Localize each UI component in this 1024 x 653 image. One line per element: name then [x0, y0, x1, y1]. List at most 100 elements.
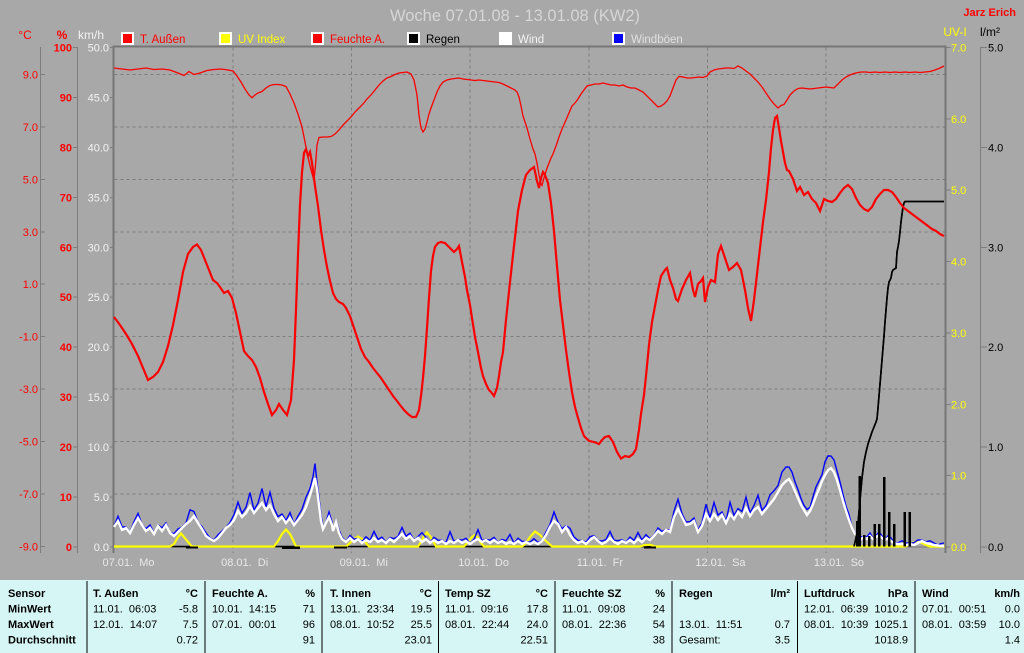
svg-text:11.01. 06:03: 11.01. 06:03	[93, 604, 156, 616]
svg-text:91: 91	[303, 635, 315, 647]
svg-text:MinWert: MinWert	[8, 604, 52, 616]
svg-text:38: 38	[653, 635, 665, 647]
svg-text:%: %	[655, 588, 665, 600]
svg-text:22.51: 22.51	[520, 635, 548, 647]
svg-text:Feuchte A.: Feuchte A.	[330, 34, 385, 46]
svg-text:Feuchte A.: Feuchte A.	[212, 588, 268, 600]
svg-text:Wind: Wind	[922, 588, 949, 600]
svg-text:-5.8: -5.8	[179, 604, 198, 616]
svg-text:7.5: 7.5	[183, 619, 198, 631]
svg-text:35.0: 35.0	[88, 192, 109, 204]
svg-text:25.5: 25.5	[411, 619, 432, 631]
svg-text:-3.0: -3.0	[19, 384, 38, 396]
svg-text:%: %	[57, 28, 68, 42]
svg-text:UV Index: UV Index	[238, 34, 286, 46]
svg-text:3.0: 3.0	[951, 328, 966, 340]
svg-text:08.01. 22:36: 08.01. 22:36	[562, 619, 626, 631]
svg-text:13.01. So: 13.01. So	[814, 557, 864, 569]
svg-text:1010.2: 1010.2	[874, 604, 908, 616]
svg-text:9.0: 9.0	[23, 69, 38, 81]
svg-text:45.0: 45.0	[88, 93, 109, 105]
svg-text:1.0: 1.0	[23, 279, 38, 291]
svg-text:Wind: Wind	[518, 34, 544, 46]
svg-text:40: 40	[60, 342, 72, 354]
svg-text:2.0: 2.0	[988, 342, 1003, 354]
svg-text:°C: °C	[536, 588, 548, 600]
svg-text:12.01. 14:07: 12.01. 14:07	[93, 619, 157, 631]
svg-text:23.01: 23.01	[404, 635, 432, 647]
svg-text:80: 80	[60, 142, 72, 154]
svg-text:UV-I: UV-I	[943, 25, 966, 39]
svg-text:-5.0: -5.0	[19, 437, 38, 449]
svg-text:-9.0: -9.0	[19, 542, 38, 554]
svg-text:19.5: 19.5	[411, 604, 432, 616]
svg-text:60: 60	[60, 242, 72, 254]
svg-text:08.01. Di: 08.01. Di	[221, 557, 268, 569]
svg-text:09.01. Mi: 09.01. Mi	[340, 557, 388, 569]
svg-text:30.0: 30.0	[88, 242, 109, 254]
svg-text:07.01. Mo: 07.01. Mo	[103, 557, 155, 569]
svg-text:Temp SZ: Temp SZ	[445, 588, 491, 600]
svg-text:Luftdruck: Luftdruck	[804, 588, 856, 600]
svg-text:0.0: 0.0	[1005, 604, 1020, 616]
svg-text:17.8: 17.8	[527, 604, 548, 616]
svg-text:50: 50	[60, 292, 72, 304]
svg-text:T. Außen: T. Außen	[93, 588, 139, 600]
svg-text:20: 20	[60, 442, 72, 454]
svg-text:24.0: 24.0	[527, 619, 548, 631]
svg-text:0.7: 0.7	[775, 619, 790, 631]
svg-text:°C: °C	[18, 28, 32, 42]
svg-text:10: 10	[60, 492, 72, 504]
svg-text:30: 30	[60, 392, 72, 404]
svg-text:Woche 07.01.08 - 13.01.08 (KW2: Woche 07.01.08 - 13.01.08 (KW2)	[390, 7, 640, 25]
svg-text:-7.0: -7.0	[19, 489, 38, 501]
svg-text:71: 71	[303, 604, 315, 616]
svg-text:11.01. Fr: 11.01. Fr	[577, 557, 624, 569]
svg-text:l/m²: l/m²	[770, 588, 790, 600]
svg-text:Jarz Erich: Jarz Erich	[963, 7, 1016, 19]
svg-text:50.0: 50.0	[88, 43, 109, 55]
svg-text:0.0: 0.0	[951, 542, 966, 554]
svg-text:°C: °C	[420, 588, 432, 600]
svg-text:5.0: 5.0	[94, 492, 109, 504]
svg-text:Regen: Regen	[679, 588, 713, 600]
svg-text:-1.0: -1.0	[19, 332, 38, 344]
svg-text:1.4: 1.4	[1005, 635, 1020, 647]
svg-text:10.01. 14:15: 10.01. 14:15	[212, 604, 276, 616]
svg-text:7.0: 7.0	[951, 43, 966, 55]
svg-text:Windböen: Windböen	[631, 34, 683, 46]
svg-text:1.0: 1.0	[951, 471, 966, 483]
svg-text:54: 54	[653, 619, 665, 631]
svg-text:100: 100	[54, 43, 72, 55]
svg-text:Feuchte SZ: Feuchte SZ	[562, 588, 622, 600]
svg-text:3.0: 3.0	[988, 242, 1003, 254]
svg-text:10.0: 10.0	[999, 619, 1020, 631]
svg-text:1.0: 1.0	[988, 442, 1003, 454]
svg-text:%: %	[305, 588, 315, 600]
svg-text:4.0: 4.0	[988, 142, 1003, 154]
svg-text:08.01. 03:59: 08.01. 03:59	[922, 619, 986, 631]
svg-text:08.01. 22:44: 08.01. 22:44	[445, 619, 509, 631]
svg-text:20.0: 20.0	[88, 342, 109, 354]
svg-text:Durchschnitt: Durchschnitt	[8, 635, 76, 647]
svg-text:1025.1: 1025.1	[874, 619, 908, 631]
svg-text:40.0: 40.0	[88, 142, 109, 154]
svg-text:1018.9: 1018.9	[874, 635, 908, 647]
svg-text:l/m²: l/m²	[980, 25, 1000, 39]
svg-text:2.0: 2.0	[951, 399, 966, 411]
svg-text:0: 0	[66, 542, 72, 554]
svg-text:07.01. 00:01: 07.01. 00:01	[212, 619, 276, 631]
svg-text:15.0: 15.0	[88, 392, 109, 404]
svg-text:25.0: 25.0	[88, 292, 109, 304]
svg-text:70: 70	[60, 192, 72, 204]
svg-text:Regen: Regen	[426, 34, 460, 46]
svg-text:10.0: 10.0	[88, 442, 109, 454]
svg-text:11.01. 09:16: 11.01. 09:16	[445, 604, 508, 616]
svg-text:7.0: 7.0	[23, 122, 38, 134]
svg-text:0.72: 0.72	[177, 635, 198, 647]
svg-text:10.01. Do: 10.01. Do	[458, 557, 509, 569]
svg-text:km/h: km/h	[994, 588, 1020, 600]
svg-text:24: 24	[653, 604, 665, 616]
svg-text:km/h: km/h	[78, 28, 104, 42]
svg-text:4.0: 4.0	[951, 257, 966, 269]
